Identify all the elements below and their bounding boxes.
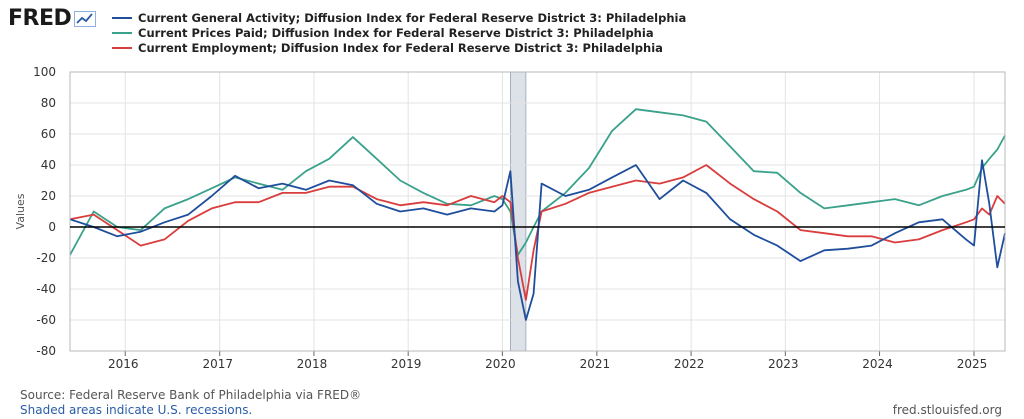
legend-item: Current Prices Paid; Diffusion Index for… — [112, 25, 686, 40]
legend-item: Current General Activity; Diffusion Inde… — [112, 10, 686, 25]
chart-legend: Current General Activity; Diffusion Inde… — [112, 10, 686, 55]
fred-url: fred.stlouisfed.org — [892, 403, 1002, 417]
grid-layer — [70, 71, 1005, 352]
series-line-0 — [69, 159, 1006, 321]
x-tick-label: 2023 — [768, 357, 799, 371]
y-tick-label: 40 — [41, 158, 56, 172]
y-tick-label: -20 — [36, 251, 56, 265]
legend-swatch — [112, 16, 132, 19]
legend-label: Current General Activity; Diffusion Inde… — [138, 10, 687, 25]
logo-text: FRED — [8, 6, 72, 31]
legend-swatch — [112, 46, 132, 49]
legend-item: Current Employment; Diffusion Index for … — [112, 40, 686, 55]
x-tick-label: 2016 — [108, 357, 139, 371]
source-note: Source: Federal Reserve Bank of Philadel… — [20, 388, 362, 402]
x-tick-label: 2024 — [862, 357, 893, 371]
x-tick-label: 2022 — [674, 357, 705, 371]
y-axis-label: Values — [14, 193, 27, 229]
trend-chart-icon — [74, 10, 97, 27]
series-line-1 — [69, 108, 1006, 256]
x-tick-label: 2018 — [297, 357, 328, 371]
legend-label: Current Prices Paid; Diffusion Index for… — [138, 25, 654, 40]
y-tick-label: 20 — [41, 189, 56, 203]
y-tick-label: 0 — [48, 220, 56, 234]
y-tick-label: -60 — [36, 313, 56, 327]
y-tick-label: -40 — [36, 282, 56, 296]
recession-note: Shaded areas indicate U.S. recessions. — [20, 403, 253, 417]
axis-layer: 100 80 60 40 20 0 -20 -40 -60 -80 2016 2017 2018 2019… — [14, 65, 1006, 371]
y-tick-label: -80 — [36, 344, 56, 358]
plot-frame — [69, 71, 1006, 352]
legend-swatch — [112, 31, 132, 34]
x-tick-label: 2017 — [202, 357, 233, 371]
y-tick-label: 100 — [33, 65, 56, 79]
y-tick-label: 60 — [41, 127, 56, 141]
x-tick-label: 2019 — [391, 357, 422, 371]
x-tick-label: 2025 — [957, 357, 988, 371]
x-tick-label: 2021 — [580, 357, 611, 371]
fred-logo: FRED — [8, 6, 97, 31]
y-tick-label: 80 — [41, 96, 56, 110]
line-chart: 100 80 60 40 20 0 -20 -40 -60 -80 2016 2017 2018 2019… — [14, 65, 1006, 371]
legend-label: Current Employment; Diffusion Index for … — [138, 40, 663, 55]
x-tick-label: 2020 — [485, 357, 516, 371]
series-layer — [69, 108, 1006, 321]
